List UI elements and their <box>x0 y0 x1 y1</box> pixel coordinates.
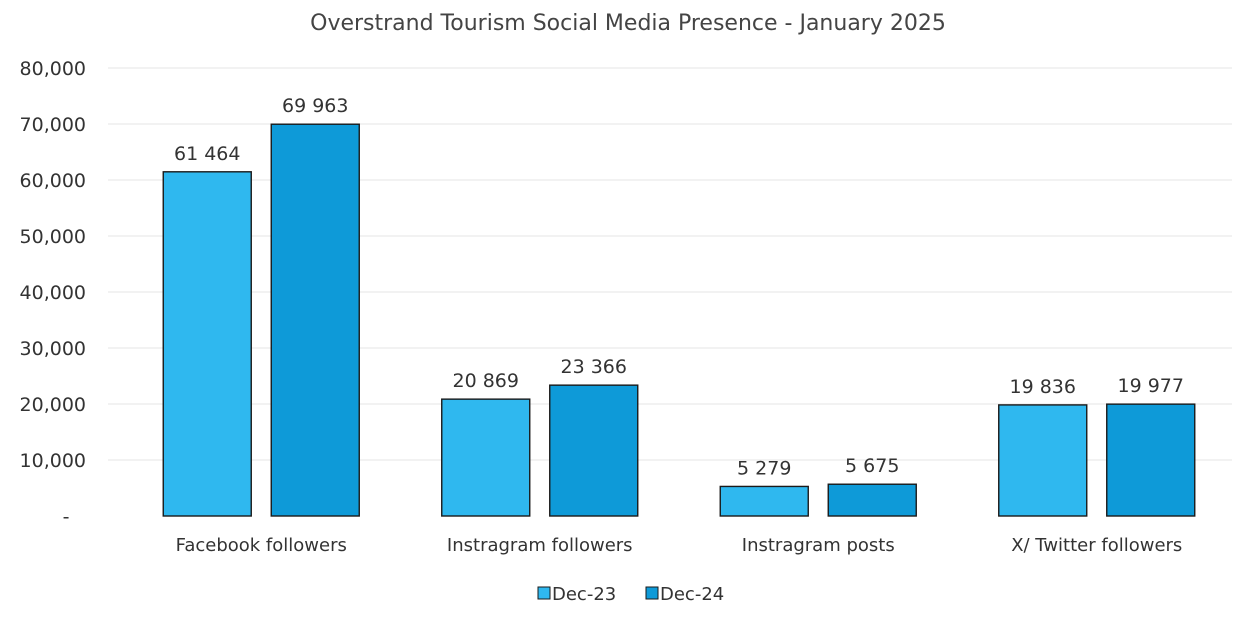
data-label: 19 977 <box>1118 375 1184 397</box>
x-category-label: Instragram followers <box>447 535 633 556</box>
data-label: 23 366 <box>561 356 627 378</box>
bar-dec-23 <box>441 398 531 517</box>
data-label: 19 836 <box>1010 376 1076 398</box>
x-category-label: X/ Twitter followers <box>1011 535 1182 556</box>
legend-swatch-dec-24 <box>645 586 659 600</box>
bar-dec-23 <box>162 171 252 517</box>
y-tick-label: 80,000 <box>20 58 86 80</box>
y-tick-label: 20,000 <box>20 394 86 416</box>
data-label: 69 963 <box>282 95 348 117</box>
data-label: 61 464 <box>174 143 240 165</box>
legend: Dec-23 Dec-24 <box>537 584 724 605</box>
bar-dec-24 <box>270 123 360 517</box>
bars <box>162 123 1196 517</box>
x-category-label: Facebook followers <box>176 535 347 556</box>
bar-dec-24 <box>1106 403 1196 517</box>
bar-dec-23 <box>998 404 1088 517</box>
data-label: 5 279 <box>737 457 791 479</box>
x-axis-category-labels: Facebook followers Instragram followers In… <box>176 535 1183 556</box>
x-category-label: Instragram posts <box>742 535 895 556</box>
data-label: 20 869 <box>453 370 519 392</box>
legend-label: Dec-23 <box>552 584 616 605</box>
y-tick-label: 40,000 <box>20 282 86 304</box>
y-tick-label: - <box>63 506 70 528</box>
chart-title: Overstrand Tourism Social Media Presence… <box>310 11 946 36</box>
y-tick-label: 60,000 <box>20 170 86 192</box>
y-axis-tick-labels: - 10,000 20,000 30,000 40,000 50,000 60,000 70,… <box>20 58 86 528</box>
bar-dec-23 <box>719 485 809 517</box>
data-labels: 61 464 69 963 20 869 23 366 5 279 5 675 19 836… <box>174 95 1184 479</box>
bar-dec-24 <box>549 384 639 517</box>
y-tick-label: 10,000 <box>20 450 86 472</box>
y-tick-label: 50,000 <box>20 226 86 248</box>
legend-swatch-dec-23 <box>537 586 551 600</box>
legend-label: Dec-24 <box>660 584 724 605</box>
y-tick-label: 30,000 <box>20 338 86 360</box>
data-label: 5 675 <box>845 455 899 477</box>
bar-dec-24 <box>827 483 917 517</box>
y-tick-label: 70,000 <box>20 114 86 136</box>
